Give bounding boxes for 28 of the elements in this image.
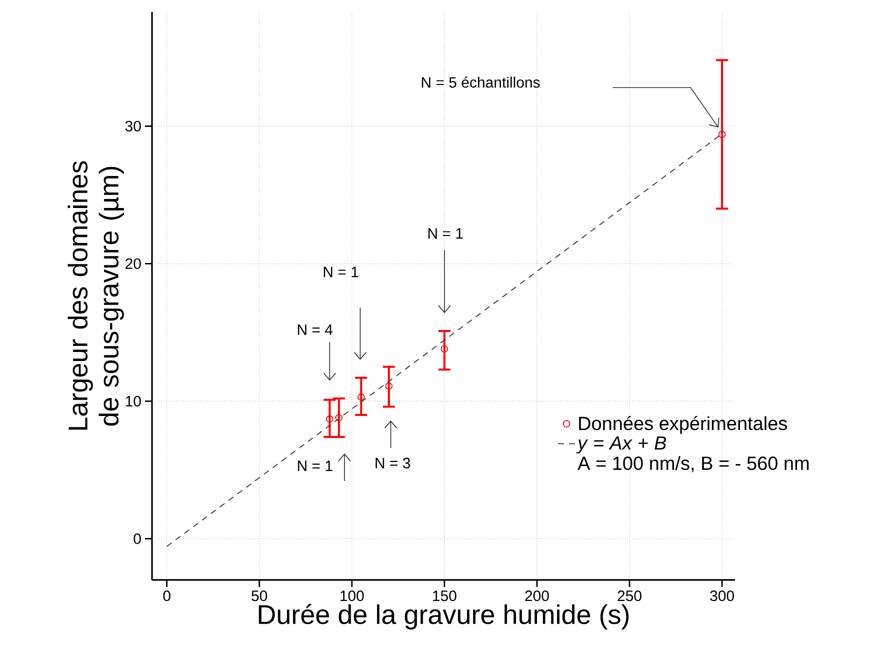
annotation: N = 3 bbox=[376, 458, 410, 468]
x-axis-title: Durée de la gravure humide (s) bbox=[258, 604, 629, 630]
y-tick-label: 0 bbox=[134, 533, 141, 544]
annotation: N = 4 bbox=[298, 324, 333, 335]
point bbox=[718, 130, 726, 138]
x-tick-label: 100 bbox=[340, 590, 364, 602]
x-tick-label: 300 bbox=[710, 590, 734, 602]
y-tick-label: 20 bbox=[126, 258, 141, 269]
point bbox=[440, 345, 448, 353]
annotation: N = 1 bbox=[324, 266, 358, 278]
annotation: N = 1 bbox=[428, 228, 463, 239]
annotation: N = 1 bbox=[298, 460, 332, 471]
y-tick-label: 10 bbox=[126, 396, 141, 406]
y-axis-title: Largeur des domaines de sous-gravure (µm) bbox=[68, 161, 124, 430]
x-tick-label: 250 bbox=[618, 590, 642, 602]
point bbox=[357, 393, 365, 401]
x-tick-label: 150 bbox=[433, 590, 456, 602]
point bbox=[385, 382, 393, 390]
x-tick-label: 0 bbox=[163, 590, 170, 602]
point bbox=[326, 415, 334, 423]
annotation: A = 100 nm/s, B = - 560 nm bbox=[578, 456, 809, 472]
y-tick-label: 30 bbox=[125, 120, 141, 132]
annotation: N = 5 échantillons bbox=[422, 76, 540, 88]
x-tick-label: 200 bbox=[525, 590, 549, 602]
legend-label: y = Ax + B bbox=[576, 436, 666, 454]
point bbox=[335, 414, 343, 422]
x-tick-label: 50 bbox=[252, 590, 268, 602]
legend-label: Données expérimentales bbox=[579, 416, 787, 434]
